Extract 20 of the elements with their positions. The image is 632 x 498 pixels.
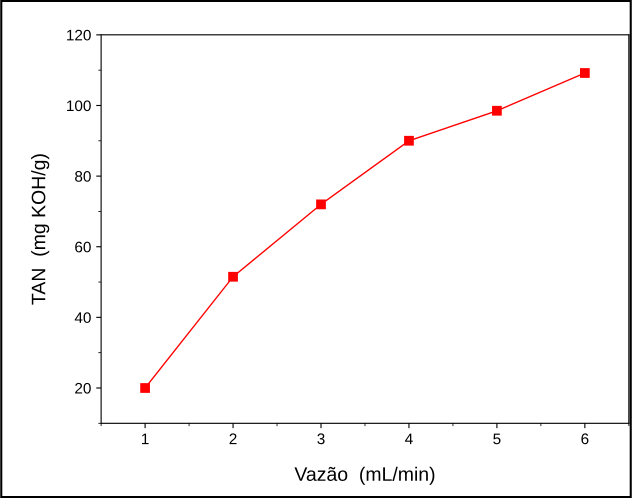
y-tick-label: 40 xyxy=(74,312,91,324)
y-tick-label: 20 xyxy=(75,382,91,394)
point xyxy=(228,272,238,282)
x-tick-label: 5 xyxy=(493,434,501,444)
y-tick-label: 80 xyxy=(75,170,91,182)
x-tick-label: 1 xyxy=(142,434,149,444)
y-tick-label: 100 xyxy=(67,100,91,112)
x-tick-label: 3 xyxy=(317,433,325,444)
point xyxy=(140,383,150,393)
x-tick-label: 4 xyxy=(405,434,413,444)
x-tick-label: 6 xyxy=(581,433,588,444)
point xyxy=(492,106,502,116)
point xyxy=(580,68,590,78)
point xyxy=(404,136,414,146)
y-tick-label: 60 xyxy=(75,242,91,252)
y-tick-label: 120 xyxy=(67,30,91,41)
point xyxy=(316,200,326,210)
x-tick-label: 2 xyxy=(230,433,237,444)
y-axis-title: TAN (mg KOH/g) xyxy=(31,154,50,305)
x-axis-title: Vazão (mL/min) xyxy=(294,466,434,485)
